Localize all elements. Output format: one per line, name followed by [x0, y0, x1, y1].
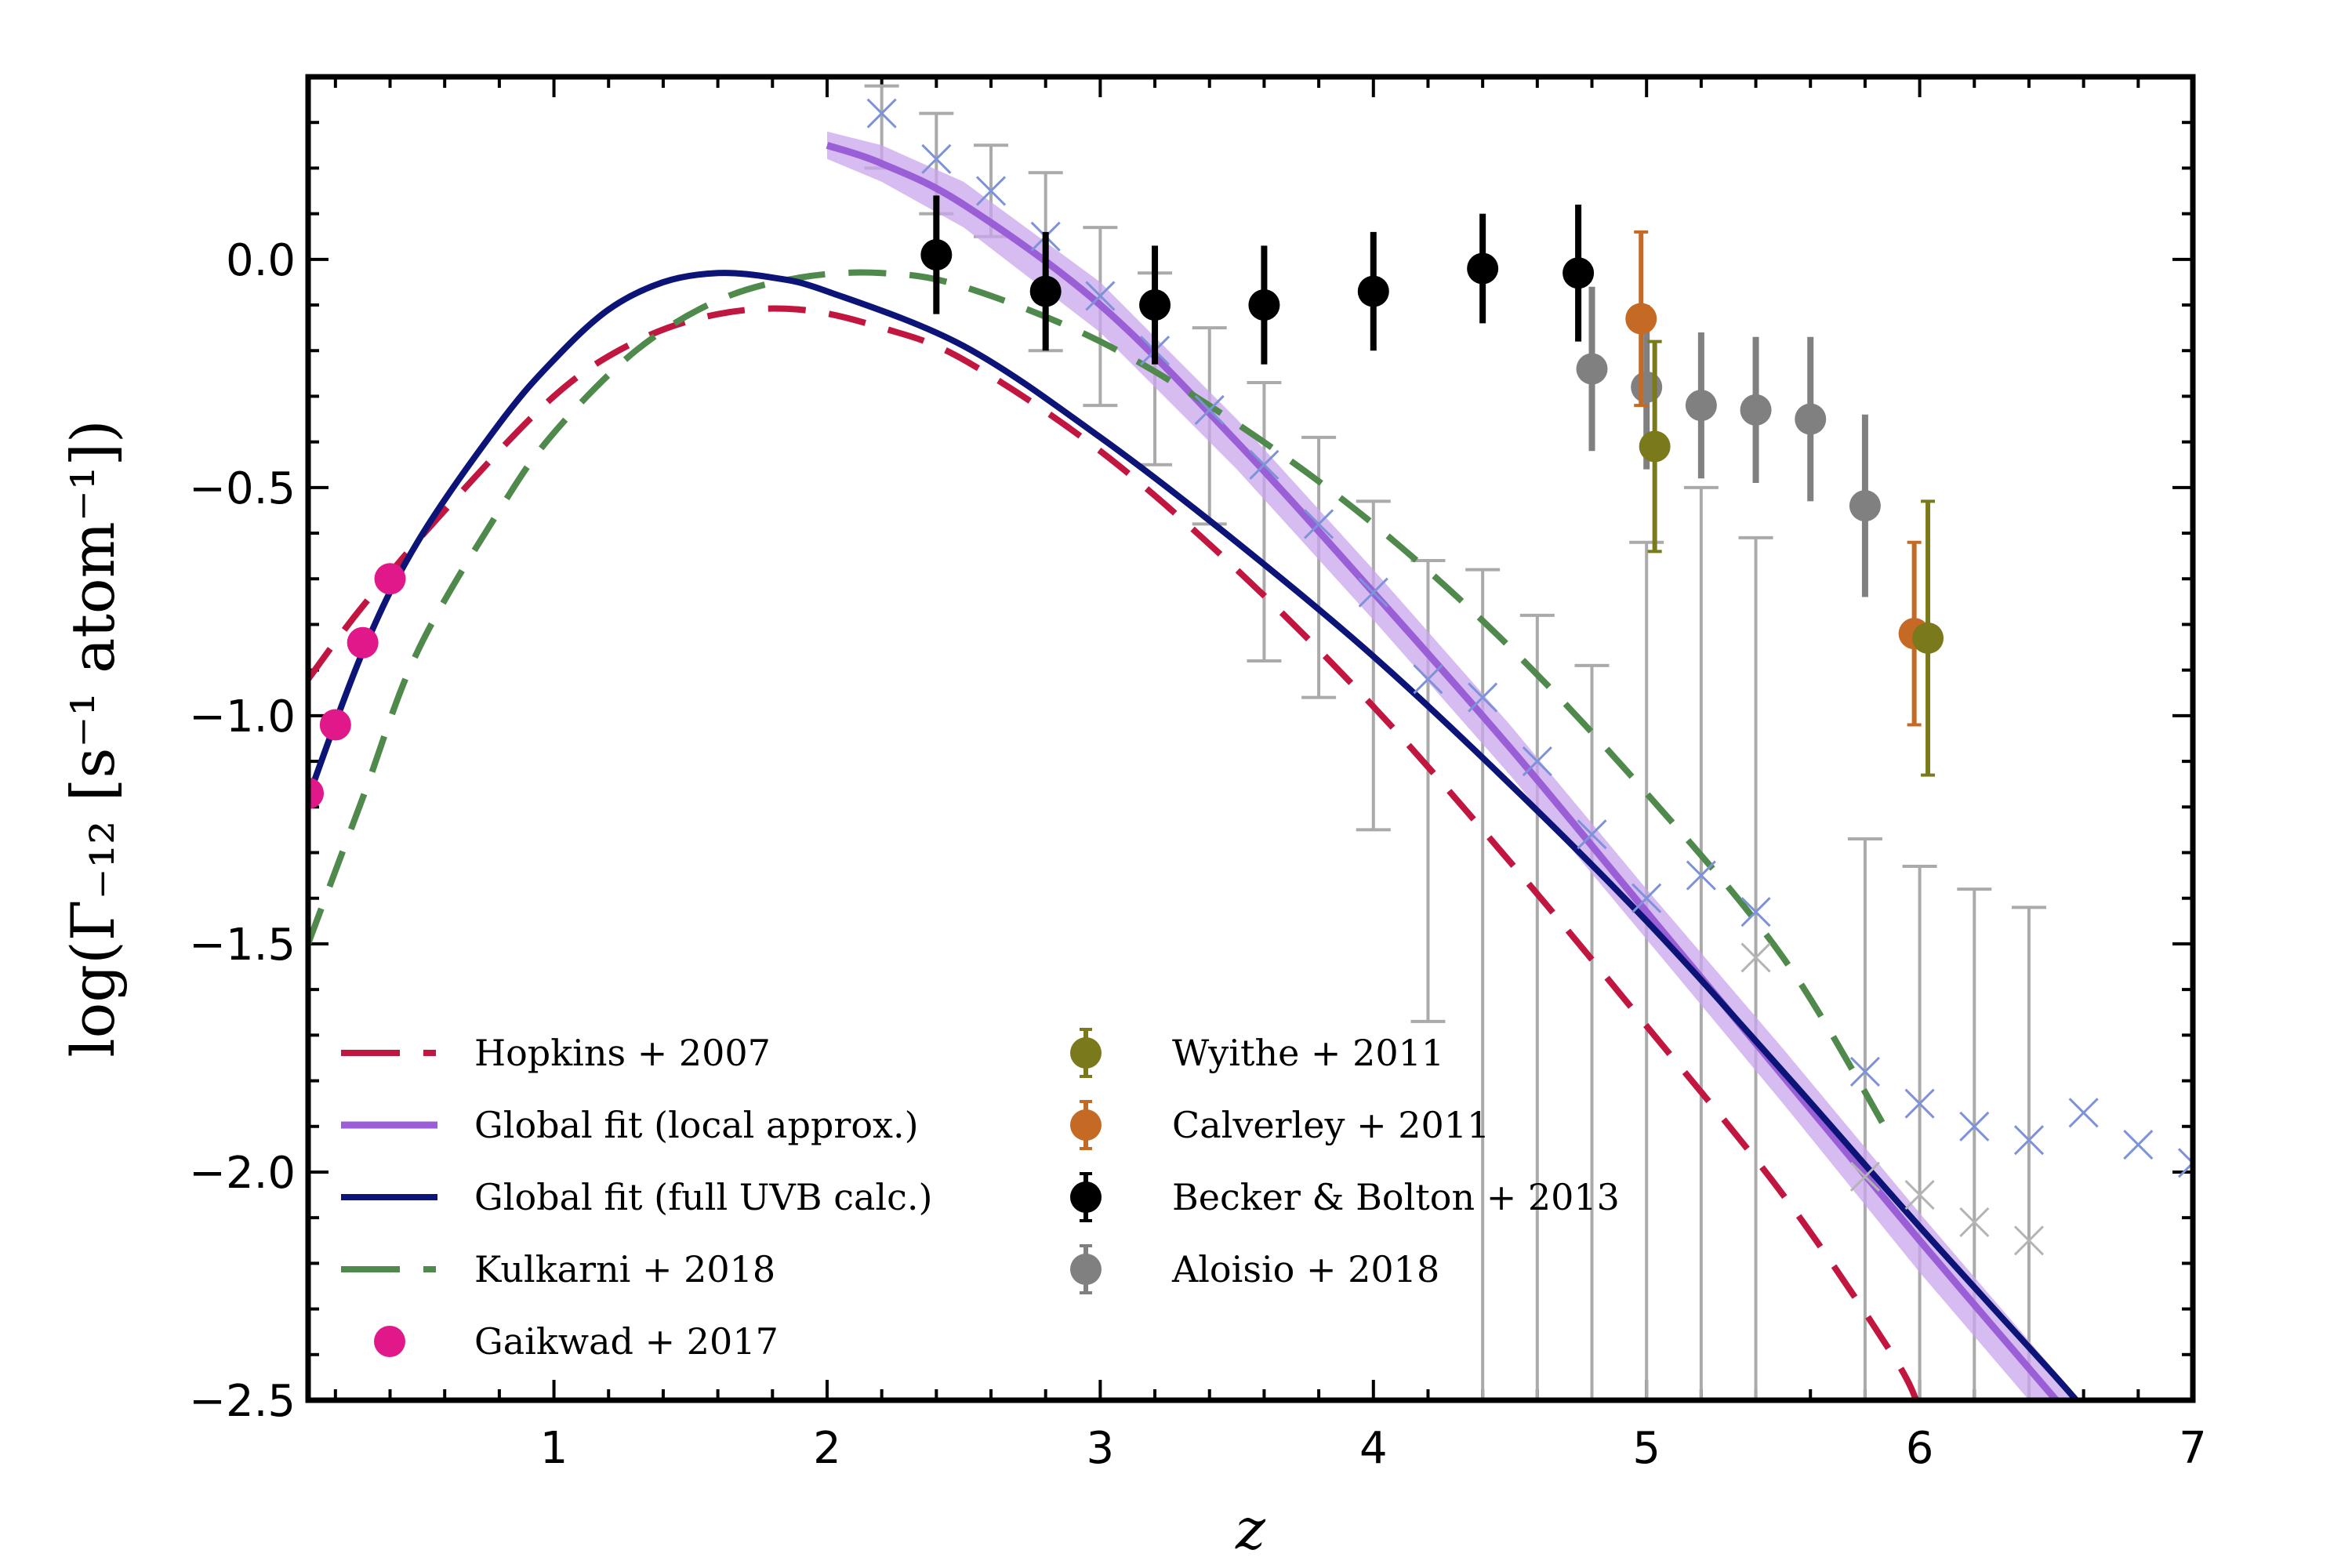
becker-point — [1563, 257, 1595, 289]
legend-swatch-aloisio — [1070, 1254, 1102, 1285]
model-cross-marker — [2123, 1129, 2154, 1160]
legend-label-calverley: Calverley + 2011 — [1172, 1104, 1490, 1146]
model-cross-marker — [866, 98, 897, 129]
legend-swatch-gaikwad — [374, 1326, 405, 1357]
global-fit-local-line — [826, 142, 2061, 1400]
y-tick-label: −1.0 — [189, 691, 296, 742]
legend: Hopkins + 2007 Global fit (local approx.)… — [341, 1028, 1620, 1363]
legend-label-global_local: Global fit (local approx.) — [474, 1104, 919, 1146]
model-cross-marker — [1959, 1111, 1990, 1142]
model-cross-marker — [1740, 897, 1771, 927]
y-tick-label: 0.0 — [226, 235, 296, 286]
gaikwad-point — [347, 626, 379, 659]
becker-point — [1467, 252, 1499, 285]
legend-label-becker: Becker & Bolton + 2013 — [1172, 1176, 1620, 1218]
becker-point — [1029, 275, 1062, 307]
y-tick-label: −0.5 — [189, 463, 296, 514]
plot-frame — [305, 74, 2196, 1403]
legend-swatch-becker — [1070, 1181, 1102, 1213]
aloisio-point — [1631, 371, 1663, 403]
aloisio-point — [1849, 490, 1881, 522]
model-cross-marker — [1249, 449, 1279, 480]
model-cross-marker — [1577, 819, 1607, 850]
model-cross-marker — [975, 176, 1007, 206]
becker-point — [1248, 289, 1280, 321]
model-cross-marker — [1686, 860, 1716, 891]
global-fit-local-band — [827, 131, 2080, 1400]
y-tick-label: −2.5 — [189, 1376, 296, 1427]
model-cross-marker — [1413, 664, 1443, 695]
x-tick-label: 3 — [1087, 1423, 1115, 1474]
model-cross-marker — [2068, 1098, 2099, 1128]
legend-label-aloisio: Aloisio + 2018 — [1171, 1248, 1439, 1290]
model-cross-marker — [2177, 1148, 2193, 1165]
becker-point — [1139, 289, 1171, 321]
aloisio-point — [1576, 353, 1608, 385]
model-cross-marker — [921, 143, 952, 174]
gaikwad-point — [308, 777, 324, 809]
legend-label-gaikwad: Gaikwad + 2017 — [474, 1320, 779, 1363]
aloisio-point — [1685, 390, 1717, 422]
hopkins-curve — [308, 305, 1920, 1400]
legend-swatch-wyithe — [1070, 1037, 1102, 1069]
gaikwad-point — [374, 563, 406, 595]
model-cross-marker — [1085, 281, 1116, 311]
model-cross-marker — [2013, 1125, 2045, 1156]
model-cross-marker — [1632, 883, 1662, 913]
model-cross-marker — [1304, 509, 1334, 539]
wyithe-point — [1912, 622, 1944, 654]
global_full-curve — [308, 270, 2081, 1400]
model-cross-marker — [2177, 1161, 2193, 1178]
becker-point — [920, 239, 953, 271]
aloisio-point — [1795, 403, 1827, 435]
model-cross-marker — [1194, 394, 1225, 425]
model-cross-marker — [1904, 1088, 1935, 1119]
y-axis-label: log(Γ₋₁₂ [s⁻¹ atom⁻¹]) — [58, 419, 128, 1057]
calverley-point — [1625, 303, 1657, 335]
legend-label-kulkarni: Kulkarni + 2018 — [474, 1248, 775, 1290]
y-tick-label: −2.0 — [189, 1148, 296, 1199]
model-cross-marker — [1849, 1056, 1880, 1087]
legend-label-hopkins: Hopkins + 2007 — [474, 1032, 771, 1074]
tick-labels: 1 2 3 4 5 6 7 0.0 −0.5 −1.0 −1.5 −2.0 −2.5 — [189, 235, 2207, 1474]
model-cross-marker-gray — [1904, 1180, 1935, 1210]
model-cross-marker-gray — [2013, 1225, 2045, 1256]
model-cross-marker — [1358, 577, 1388, 608]
x-tick-label: 1 — [540, 1423, 568, 1474]
legend-label-wyithe: Wyithe + 2011 — [1172, 1032, 1444, 1074]
legend-label-global_full: Global fit (full UVB calc.) — [474, 1176, 932, 1218]
wyithe-point — [1639, 430, 1671, 463]
becker-point — [1357, 275, 1389, 307]
x-tick-label: 5 — [1632, 1423, 1661, 1474]
y-tick-label: −1.5 — [189, 920, 296, 971]
model-cross-marker — [1468, 682, 1498, 713]
x-tick-label: 7 — [2179, 1423, 2207, 1474]
aloisio-point — [1740, 394, 1772, 426]
x-tick-label: 2 — [813, 1423, 841, 1474]
x-tick-label: 4 — [1359, 1423, 1388, 1474]
model-cross-marker-gray — [1849, 1161, 1880, 1192]
x-tick-label: 6 — [1906, 1423, 1934, 1474]
x-axis-label: z — [1235, 1496, 1266, 1562]
legend-swatch-calverley — [1070, 1109, 1102, 1141]
model-cross-marker-gray — [1959, 1207, 1990, 1238]
model-cross-marker-gray — [1740, 942, 1771, 973]
gaikwad-point — [319, 709, 351, 741]
model-cross-marker — [1522, 746, 1552, 777]
plot-area — [308, 84, 2193, 1400]
